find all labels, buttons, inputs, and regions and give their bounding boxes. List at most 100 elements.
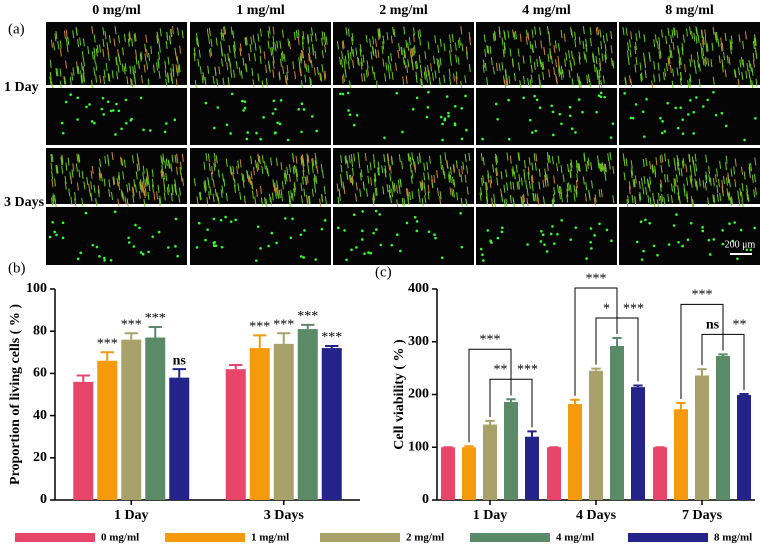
comparison-label: ** bbox=[494, 362, 508, 377]
cell-streak bbox=[57, 40, 60, 50]
cell-streak bbox=[525, 29, 528, 38]
cell-streak bbox=[221, 48, 224, 57]
cell-streak bbox=[468, 152, 471, 161]
cell-streak bbox=[131, 186, 134, 195]
cell-streak bbox=[265, 77, 268, 86]
cell bbox=[441, 138, 444, 142]
cell-streak bbox=[201, 75, 204, 84]
cell-streak bbox=[133, 179, 136, 188]
cell bbox=[303, 229, 306, 232]
cell-streak bbox=[693, 168, 696, 177]
cell bbox=[695, 96, 698, 99]
cell bbox=[568, 105, 572, 109]
cell-streak bbox=[602, 75, 605, 84]
cell-streak bbox=[349, 80, 352, 89]
cell-streak bbox=[210, 38, 213, 48]
cell-streak bbox=[157, 60, 160, 69]
cell bbox=[745, 248, 749, 252]
cell-streak bbox=[307, 53, 310, 62]
cell-streak bbox=[656, 41, 659, 50]
cell-streak bbox=[542, 179, 545, 188]
cell-streak bbox=[132, 66, 135, 75]
cell bbox=[60, 121, 64, 125]
cell-streak bbox=[655, 157, 658, 166]
cell-streak bbox=[612, 165, 615, 175]
cell-streak bbox=[284, 176, 287, 185]
cell-streak bbox=[730, 168, 733, 177]
cell-streak bbox=[523, 193, 525, 203]
cell-streak bbox=[743, 171, 746, 180]
cell bbox=[728, 222, 731, 225]
cell bbox=[507, 137, 511, 141]
cell-streak bbox=[146, 61, 149, 70]
cell-streak bbox=[754, 157, 757, 166]
cell-streak bbox=[306, 175, 309, 184]
cell-streak bbox=[164, 60, 167, 69]
cell-streak bbox=[575, 189, 578, 198]
cell-streak bbox=[171, 26, 174, 35]
cell-streak bbox=[51, 170, 54, 180]
panel-label: (b) bbox=[8, 260, 26, 276]
cell-streak bbox=[643, 176, 646, 185]
cell-streak bbox=[752, 59, 755, 68]
cell-streak bbox=[145, 34, 148, 43]
cell bbox=[522, 96, 525, 100]
cell-streak bbox=[504, 70, 507, 79]
cell-streak bbox=[250, 180, 253, 190]
cell-streak bbox=[128, 182, 131, 191]
cell-streak bbox=[274, 190, 277, 199]
cell-streak bbox=[566, 188, 569, 197]
cell-streak bbox=[741, 71, 744, 80]
cell-streak bbox=[121, 47, 124, 56]
cell-streak bbox=[178, 194, 181, 203]
cell-streak bbox=[240, 70, 243, 79]
cell bbox=[660, 131, 664, 135]
cell-streak bbox=[142, 165, 145, 174]
cell-streak bbox=[212, 193, 215, 203]
cell-streak bbox=[99, 158, 102, 167]
cell-streak bbox=[434, 35, 437, 44]
legend-label: 1 mg/ml bbox=[251, 532, 289, 544]
cell-streak bbox=[377, 167, 380, 176]
cell-streak bbox=[632, 179, 635, 188]
cell-streak bbox=[480, 177, 483, 186]
cell-streak bbox=[716, 185, 719, 194]
cell-streak bbox=[396, 199, 399, 208]
cell bbox=[297, 107, 301, 111]
cell bbox=[701, 225, 704, 229]
cell-streak bbox=[313, 174, 316, 183]
cell-streak bbox=[689, 26, 692, 35]
cell-streak bbox=[589, 27, 592, 36]
cell-streak bbox=[297, 29, 300, 38]
cell-streak bbox=[560, 193, 563, 203]
cell bbox=[102, 113, 105, 116]
cell-streak bbox=[382, 41, 385, 50]
cell-streak bbox=[507, 30, 510, 39]
cell bbox=[246, 131, 250, 134]
cell-streak bbox=[347, 53, 350, 62]
cell-streak bbox=[178, 187, 181, 196]
cell bbox=[51, 220, 55, 224]
cell bbox=[259, 137, 262, 141]
cell-streak bbox=[272, 55, 275, 64]
cell-streak bbox=[362, 181, 365, 191]
cell-streak bbox=[585, 163, 588, 172]
cell-streak bbox=[723, 51, 726, 60]
cell-streak bbox=[59, 48, 62, 57]
cell-streak bbox=[304, 74, 307, 83]
cell bbox=[229, 220, 233, 223]
cell-streak bbox=[56, 68, 59, 77]
cell bbox=[692, 110, 696, 114]
cell bbox=[360, 238, 364, 241]
cell bbox=[302, 108, 306, 111]
cell-streak bbox=[630, 79, 633, 88]
cell-streak bbox=[230, 69, 233, 78]
cell-streak bbox=[308, 195, 311, 204]
cell-streak bbox=[729, 45, 732, 55]
cell-streak bbox=[259, 185, 262, 195]
cell-streak bbox=[397, 49, 400, 59]
cell-streak bbox=[511, 168, 514, 177]
cell-streak bbox=[108, 73, 111, 83]
error-bar bbox=[739, 392, 749, 396]
cell bbox=[681, 132, 685, 135]
